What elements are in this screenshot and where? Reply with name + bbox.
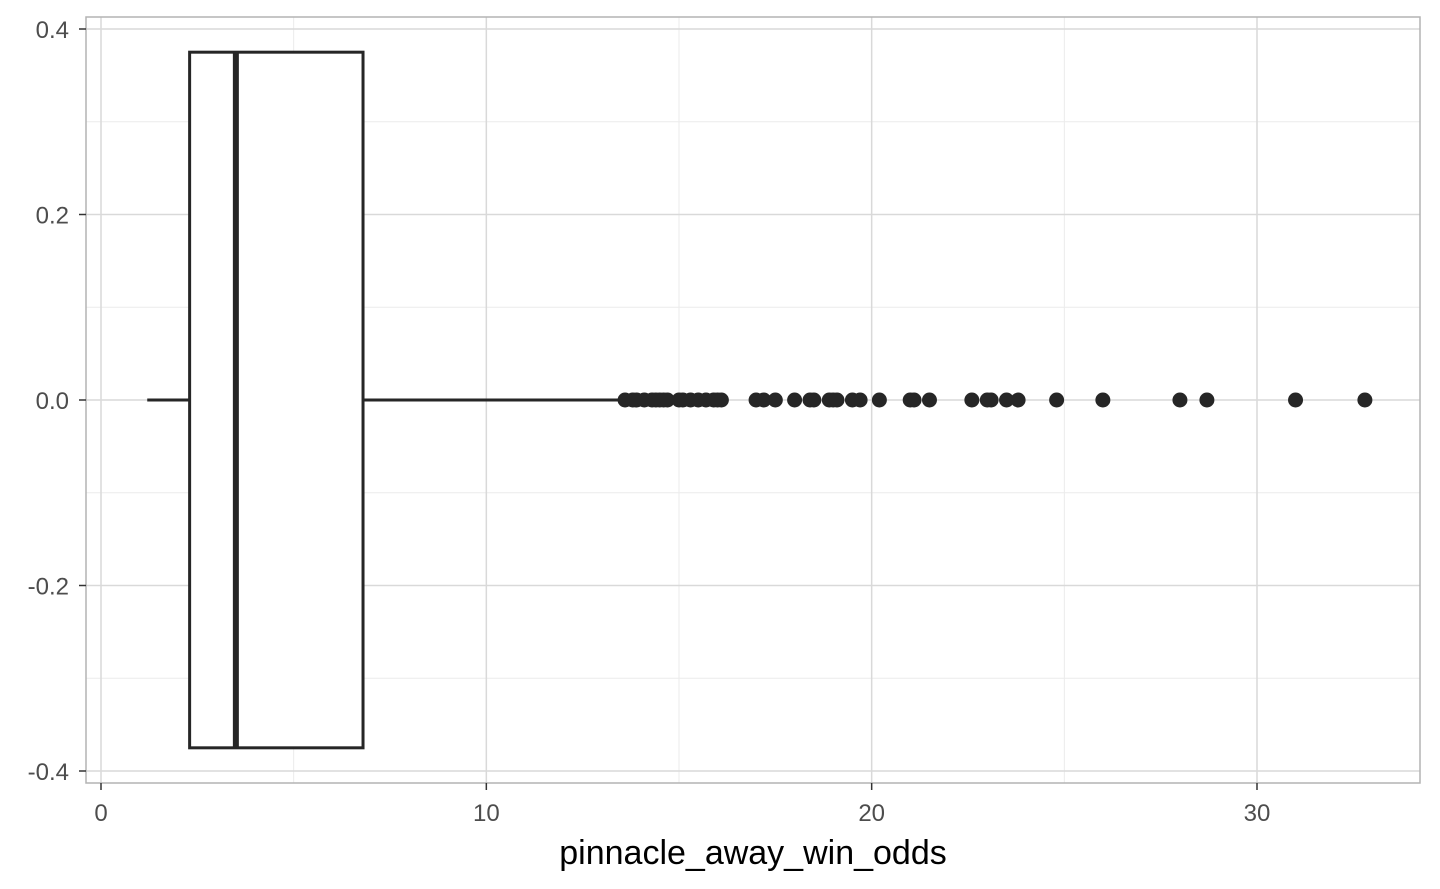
- iqr-box: [188, 50, 365, 750]
- outliers: [617, 392, 1373, 408]
- outlier-point: [1010, 392, 1026, 408]
- outlier-point: [756, 392, 772, 408]
- outlier-point: [871, 392, 887, 408]
- outlier-point: [1199, 392, 1215, 408]
- outlier-point: [964, 392, 980, 408]
- outlier-point: [713, 392, 729, 408]
- outlier-point: [921, 392, 937, 408]
- outlier-point: [659, 392, 675, 408]
- box: [188, 50, 365, 750]
- y-tick-labels: -0.4 -0.2 0.0 0.2 0.4: [28, 17, 69, 786]
- axis-ticks: [79, 28, 1258, 790]
- outlier-point: [1288, 392, 1304, 408]
- outlier-point: [983, 392, 999, 408]
- x-tick-label: 20: [858, 800, 885, 827]
- outlier-point: [999, 392, 1015, 408]
- outlier-point: [1172, 392, 1188, 408]
- outlier-point: [906, 392, 922, 408]
- y-tick-label: 0.4: [36, 17, 69, 44]
- x-tick-label: 10: [473, 800, 500, 827]
- x-tick-labels: 0 10 20 30: [94, 800, 1270, 827]
- y-tick-label: 0.2: [36, 203, 69, 230]
- outlier-point: [1357, 392, 1373, 408]
- y-tick-label: -0.4: [28, 759, 69, 786]
- outlier-point: [1095, 392, 1111, 408]
- y-tick-label: -0.2: [28, 574, 69, 601]
- x-tick-label: 30: [1244, 800, 1271, 827]
- y-tick-label: 0.0: [36, 388, 69, 415]
- outlier-point: [1049, 392, 1065, 408]
- outlier-point: [787, 392, 803, 408]
- outlier-point: [806, 392, 822, 408]
- outlier-point: [829, 392, 845, 408]
- x-axis-title: pinnacle_away_win_odds: [559, 834, 947, 872]
- outlier-point: [767, 392, 783, 408]
- outlier-point: [852, 392, 868, 408]
- x-tick-label: 0: [94, 800, 107, 827]
